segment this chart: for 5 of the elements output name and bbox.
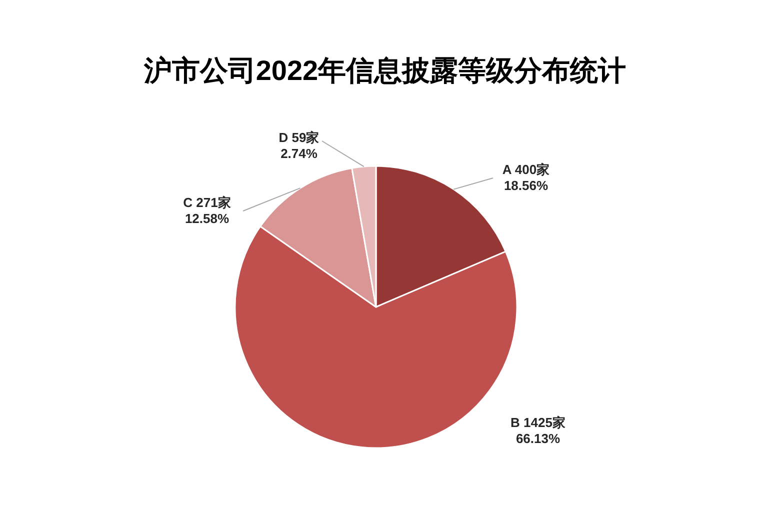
slice-label: C 271家 12.58% <box>183 195 231 226</box>
chart-title: 沪市公司2022年信息披露等级分布统计 <box>142 55 626 86</box>
slice-label: B 1425家 66.13% <box>510 415 566 446</box>
slice-label: A 400家 18.56% <box>502 162 550 193</box>
slice-label: D 59家 2.74% <box>278 130 320 161</box>
